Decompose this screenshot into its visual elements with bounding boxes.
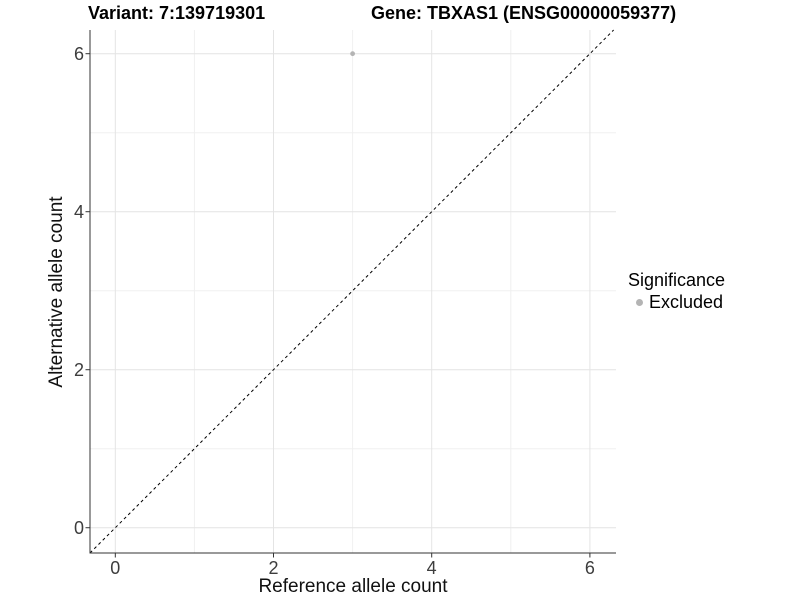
y-tick-label: 2 <box>73 359 84 380</box>
legend-item-excluded: Excluded <box>628 291 725 313</box>
x-tick-label: 2 <box>268 558 279 578</box>
legend-point-icon <box>636 298 643 306</box>
legend-title: Significance <box>628 270 726 290</box>
data-point-excluded <box>350 51 356 57</box>
x-axis-title: Reference allele count <box>258 576 448 597</box>
y-axis-title: Alternative allele count <box>46 196 67 388</box>
legend-item-label: Excluded <box>649 292 724 312</box>
legend: Significance Excluded <box>628 269 725 313</box>
y-tick-label: 4 <box>73 201 84 222</box>
plot-title-variant: Variant: 7:139719301 <box>88 3 266 23</box>
y-tick-label: 0 <box>73 517 84 538</box>
identity-reference-line <box>89 29 614 554</box>
x-tick-label: 0 <box>110 558 121 578</box>
plot-title-gene: Gene: TBXAS1 (ENSG00000059377) <box>371 3 677 23</box>
x-tick-label: 6 <box>584 558 595 578</box>
x-tick-label: 4 <box>426 558 437 578</box>
y-tick-label: 6 <box>73 43 84 64</box>
